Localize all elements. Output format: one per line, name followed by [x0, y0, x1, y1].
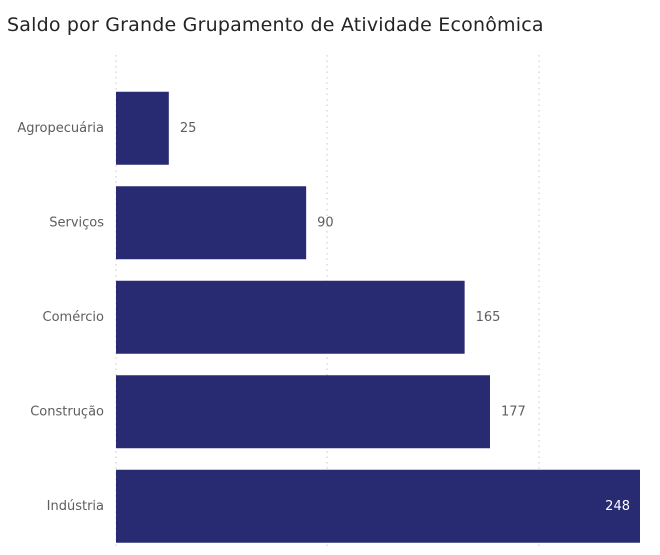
- value-label-servicos: 90: [317, 215, 334, 230]
- category-label-industria: Indústria: [47, 499, 104, 514]
- category-label-comercio: Comércio: [43, 310, 105, 325]
- value-label-agropecuaria: 25: [180, 121, 197, 136]
- value-label-industria: 248: [605, 499, 630, 514]
- category-label-construcao: Construção: [30, 404, 104, 419]
- bar-servicos[interactable]: [116, 186, 307, 260]
- bar-construcao[interactable]: [116, 375, 490, 449]
- chart-title: Saldo por Grande Grupamento de Atividade…: [7, 14, 544, 36]
- bar-industria[interactable]: [116, 469, 640, 543]
- category-label-servicos: Serviços: [49, 215, 104, 230]
- bar-agropecuaria[interactable]: [116, 91, 169, 165]
- value-label-comercio: 165: [476, 310, 501, 325]
- category-label-agropecuaria: Agropecuária: [17, 121, 104, 136]
- bars: [116, 91, 640, 543]
- labels: Agropecuária 25 Serviços 90 Comércio 165 Const…: [17, 121, 630, 514]
- value-label-construcao: 177: [501, 404, 526, 419]
- bar-comercio[interactable]: [116, 280, 465, 354]
